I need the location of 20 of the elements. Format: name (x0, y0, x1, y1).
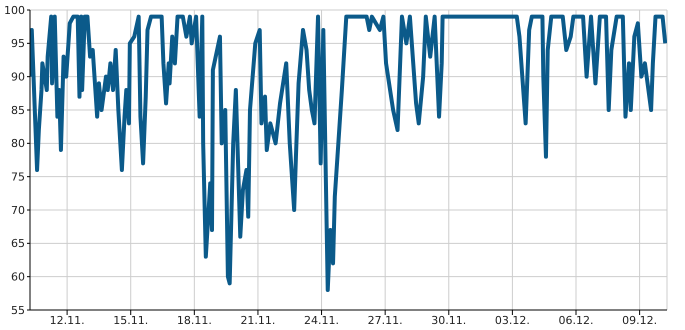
y-tick-label: 85 (11, 104, 25, 117)
y-tick-label: 55 (11, 304, 25, 317)
x-tick-label: 18.11. (176, 314, 212, 327)
x-tick-label: 27.11. (368, 314, 403, 327)
y-tick-label: 60 (11, 270, 25, 284)
y-tick-label: 80 (11, 137, 25, 150)
y-tick-label: 75 (11, 170, 25, 184)
x-tick-label: 09.12. (622, 314, 658, 327)
y-tick-label: 90 (11, 70, 25, 84)
x-tick-label: 24.11. (304, 314, 340, 327)
y-tick-label: 100 (4, 4, 25, 17)
x-tick-label: 12.11. (50, 314, 85, 327)
y-tick-label: 65 (11, 237, 25, 250)
x-tick-label: 15.11. (113, 314, 148, 327)
y-tick-label: 95 (11, 37, 25, 50)
x-tick-label: 30.11. (431, 314, 466, 327)
x-tick-label: 06.12. (558, 314, 594, 327)
x-tick-label: 03.12. (494, 314, 530, 327)
y-tick-label: 70 (11, 204, 25, 217)
x-tick-label: 21.11. (240, 314, 276, 327)
